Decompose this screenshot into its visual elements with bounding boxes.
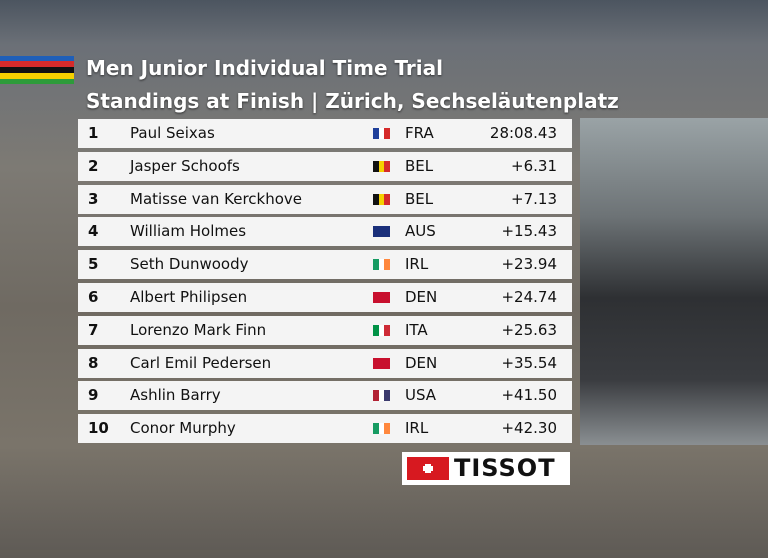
rank: 7 — [88, 320, 99, 339]
country-code: BEL — [405, 156, 434, 175]
rider-name: Conor Murphy — [130, 419, 236, 438]
standings-row: 6 Albert Philipsen DEN +24.74 — [78, 283, 572, 312]
flag — [373, 128, 391, 139]
flag — [373, 324, 391, 336]
standings-row: 8 Carl Emil Pedersen DEN +35.54 — [78, 348, 572, 378]
country-code: DEN — [405, 353, 438, 372]
rider-name: Jasper Schoofs — [130, 156, 240, 175]
rank: 5 — [88, 255, 99, 274]
country-code: DEN — [405, 288, 438, 306]
rank: 6 — [88, 288, 99, 306]
country-code: IRL — [405, 419, 429, 438]
rank: 2 — [88, 156, 99, 175]
standings-row: 10 Conor Murphy IRL +42.30 — [78, 414, 572, 444]
country-code: AUS — [405, 222, 436, 241]
time: +24.74 — [501, 288, 557, 306]
rider-name: Paul Seixas — [130, 124, 215, 142]
rank: 3 — [88, 189, 99, 208]
flag — [373, 423, 391, 435]
flag — [373, 193, 391, 205]
standings-row: 9 Ashlin Barry USA +41.50 — [78, 381, 572, 411]
flag — [373, 292, 390, 303]
rank: 9 — [88, 386, 99, 405]
time: +7.13 — [511, 189, 557, 208]
time: +42.30 — [501, 419, 557, 438]
title: Men Junior Individual Time Trial — [86, 56, 444, 80]
flag — [373, 226, 390, 238]
uci-stripes — [0, 56, 74, 84]
logo-text: TISSOT — [454, 454, 556, 482]
standings-row: 5 Seth Dunwoody IRL +23.94 — [78, 250, 572, 280]
rider-name: Seth Dunwoody — [130, 255, 249, 274]
sponsor-logo: TISSOT — [402, 452, 570, 485]
logo-icon — [407, 457, 449, 480]
time: +6.31 — [511, 156, 557, 175]
standings-row: 3 Matisse van Kerckhove BEL +7.13 — [78, 184, 572, 214]
time: +41.50 — [501, 386, 557, 405]
subtitle: Standings at Finish | Zürich, Sechseläut… — [86, 89, 619, 113]
standings-row: 1 Paul Seixas FRA 28:08.43 — [78, 119, 572, 148]
blurred-panel — [580, 118, 768, 445]
standings-row: 4 William Holmes AUS +15.43 — [78, 217, 572, 247]
time: +15.43 — [501, 222, 557, 241]
rider-name: Lorenzo Mark Finn — [130, 320, 267, 339]
rank: 10 — [88, 419, 109, 438]
standings-row: 2 Jasper Schoofs BEL +6.31 — [78, 151, 572, 181]
flag — [373, 259, 391, 271]
time: 28:08.43 — [489, 124, 557, 142]
time: +23.94 — [501, 255, 557, 274]
country-code: IRL — [405, 255, 429, 274]
rider-name: Albert Philipsen — [130, 288, 248, 306]
country-code: ITA — [405, 320, 428, 339]
rank: 1 — [88, 124, 99, 142]
standings-row: 7 Lorenzo Mark Finn ITA +25.63 — [78, 315, 572, 345]
country-code: FRA — [405, 124, 434, 142]
rider-name: Carl Emil Pedersen — [130, 353, 272, 372]
time: +25.63 — [501, 320, 557, 339]
flag — [373, 160, 391, 172]
rider-name: William Holmes — [130, 222, 247, 241]
rank: 4 — [88, 222, 99, 241]
time: +35.54 — [501, 353, 557, 372]
country-code: BEL — [405, 189, 434, 208]
rider-name: Ashlin Barry — [130, 386, 221, 405]
flag — [373, 390, 391, 402]
rider-name: Matisse van Kerckhove — [130, 189, 303, 208]
rank: 8 — [88, 353, 99, 372]
flag — [373, 357, 390, 369]
country-code: USA — [405, 386, 437, 405]
